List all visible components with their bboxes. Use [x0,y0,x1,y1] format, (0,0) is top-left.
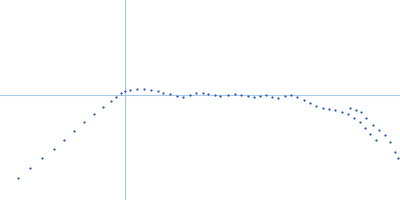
Point [326,107,332,111]
Point [148,88,154,92]
Point [193,91,199,95]
Point [313,104,319,108]
Point [347,106,353,110]
Point [263,93,269,97]
Point [353,108,359,112]
Point [358,110,364,114]
Point [376,128,382,132]
Point [345,112,351,116]
Point [392,150,398,154]
Point [332,108,338,112]
Point [363,116,369,120]
Point [15,176,21,180]
Point [238,93,244,97]
Point [339,110,345,114]
Point [51,147,57,151]
Point [71,129,77,133]
Point [127,88,133,92]
Point [141,87,147,91]
Point [118,91,124,95]
Point [27,166,33,170]
Point [225,93,231,97]
Point [205,92,211,96]
Point [122,89,128,93]
Point [351,116,357,120]
Point [200,91,206,95]
Point [387,140,393,144]
Point [382,133,388,137]
Point [395,156,400,160]
Point [91,112,97,116]
Point [307,101,313,105]
Point [155,89,161,93]
Point [81,120,87,124]
Point [187,93,193,97]
Point [245,94,251,98]
Point [357,120,363,124]
Point [367,132,373,136]
Point [212,93,218,97]
Point [108,99,114,103]
Point [217,94,223,98]
Point [174,94,180,98]
Point [160,91,166,95]
Point [370,123,376,127]
Point [61,138,67,142]
Point [39,156,45,160]
Point [167,92,173,96]
Point [269,95,275,99]
Point [275,96,281,100]
Point [320,106,326,110]
Point [251,95,257,99]
Point [362,126,368,130]
Point [134,87,140,91]
Point [288,93,294,97]
Point [301,98,307,102]
Point [100,105,106,109]
Point [180,95,186,99]
Point [294,95,300,99]
Point [232,92,238,96]
Point [257,94,263,98]
Point [282,94,288,98]
Point [373,138,379,142]
Point [113,95,119,99]
